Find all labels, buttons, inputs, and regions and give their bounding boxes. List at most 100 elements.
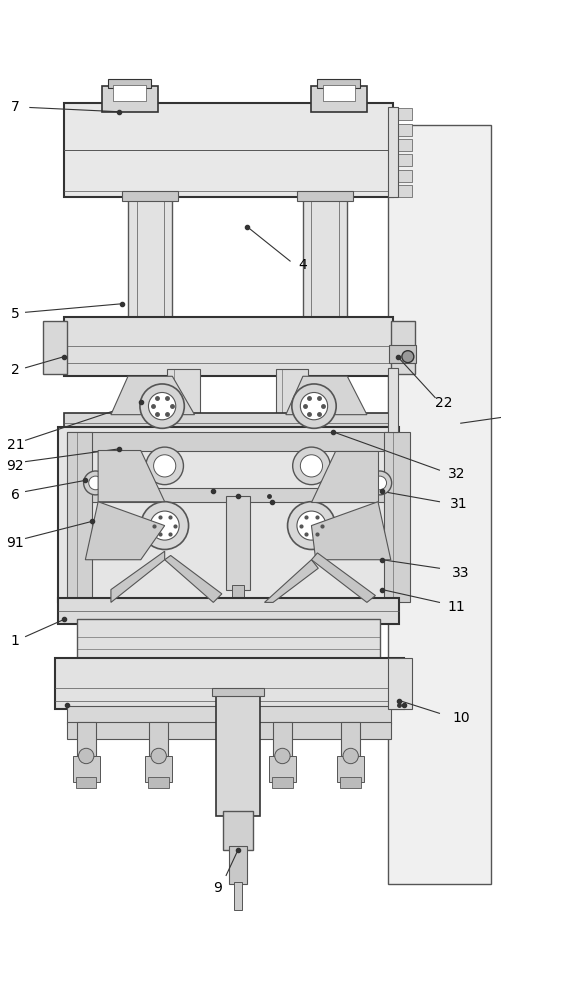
Bar	[102, 86, 158, 112]
Text: 2: 2	[11, 363, 20, 377]
Circle shape	[149, 392, 176, 420]
Bar	[109, 79, 151, 88]
Bar	[66, 432, 92, 602]
Bar	[64, 413, 397, 432]
Bar	[122, 191, 178, 201]
Bar	[388, 124, 412, 136]
Bar	[391, 321, 414, 374]
Text: 91: 91	[6, 536, 24, 550]
Text: 6: 6	[11, 488, 20, 502]
Bar	[388, 185, 412, 197]
Bar	[58, 598, 399, 624]
Bar	[276, 369, 308, 462]
Bar	[388, 108, 412, 120]
Text: 22: 22	[435, 396, 453, 410]
Bar	[234, 882, 242, 910]
Bar	[43, 321, 66, 374]
Text: 33: 33	[452, 566, 470, 580]
Circle shape	[151, 748, 166, 764]
Circle shape	[293, 447, 330, 485]
Circle shape	[301, 392, 328, 420]
Polygon shape	[98, 451, 165, 502]
Bar	[272, 777, 293, 788]
Bar	[73, 756, 100, 782]
Circle shape	[154, 455, 176, 477]
Circle shape	[275, 748, 290, 764]
Bar	[312, 86, 367, 112]
Bar	[388, 125, 491, 884]
Text: 9: 9	[213, 881, 222, 895]
Bar	[340, 777, 361, 788]
Polygon shape	[312, 553, 376, 602]
Polygon shape	[85, 502, 165, 560]
Bar	[222, 811, 254, 850]
Text: 92: 92	[6, 459, 24, 473]
Circle shape	[288, 502, 335, 549]
Bar	[303, 195, 348, 432]
Bar	[122, 428, 178, 435]
Bar	[149, 777, 169, 788]
Circle shape	[83, 471, 107, 495]
Polygon shape	[111, 551, 165, 602]
Bar	[273, 722, 292, 756]
Circle shape	[301, 455, 322, 477]
Polygon shape	[265, 560, 318, 602]
Circle shape	[141, 502, 188, 549]
Circle shape	[373, 476, 386, 490]
Bar	[322, 85, 355, 101]
Bar	[113, 85, 146, 101]
Text: 7: 7	[11, 100, 20, 114]
Bar	[145, 756, 173, 782]
Bar	[77, 722, 96, 756]
Circle shape	[297, 511, 326, 540]
Bar	[64, 103, 393, 197]
Bar	[337, 756, 365, 782]
Polygon shape	[165, 555, 222, 602]
Circle shape	[343, 748, 359, 764]
Text: 4: 4	[299, 258, 307, 272]
Circle shape	[368, 471, 392, 495]
Bar	[66, 722, 391, 739]
Text: 5: 5	[11, 307, 20, 321]
Bar	[232, 585, 244, 598]
Circle shape	[150, 511, 179, 540]
Bar	[128, 195, 173, 432]
Text: 1: 1	[11, 634, 20, 648]
Circle shape	[140, 384, 184, 428]
Bar	[216, 692, 260, 816]
Bar	[297, 191, 353, 201]
Bar	[77, 619, 380, 662]
Bar	[149, 722, 168, 756]
Circle shape	[292, 384, 336, 428]
Bar	[66, 706, 391, 724]
Circle shape	[79, 748, 94, 764]
Bar	[58, 427, 399, 602]
Circle shape	[402, 351, 414, 363]
Bar	[388, 368, 399, 432]
Bar	[388, 107, 399, 197]
Bar	[297, 359, 353, 368]
Bar	[167, 369, 200, 462]
Bar	[297, 428, 353, 435]
Bar	[229, 846, 248, 884]
Bar	[122, 359, 178, 368]
Bar	[64, 317, 393, 376]
Bar	[212, 688, 264, 696]
Bar	[384, 432, 410, 602]
Bar	[388, 139, 412, 151]
Circle shape	[146, 447, 184, 485]
Polygon shape	[286, 376, 367, 415]
Bar	[66, 432, 393, 451]
Bar	[77, 488, 393, 502]
Text: 32: 32	[448, 467, 465, 481]
Polygon shape	[111, 376, 194, 415]
Bar	[388, 658, 412, 709]
Bar	[388, 154, 412, 166]
Text: 31: 31	[450, 497, 468, 511]
Text: 21: 21	[6, 438, 24, 452]
Text: 11: 11	[448, 600, 465, 614]
Bar	[55, 658, 404, 709]
Bar	[388, 170, 412, 182]
Bar	[341, 722, 360, 756]
Circle shape	[89, 476, 102, 490]
